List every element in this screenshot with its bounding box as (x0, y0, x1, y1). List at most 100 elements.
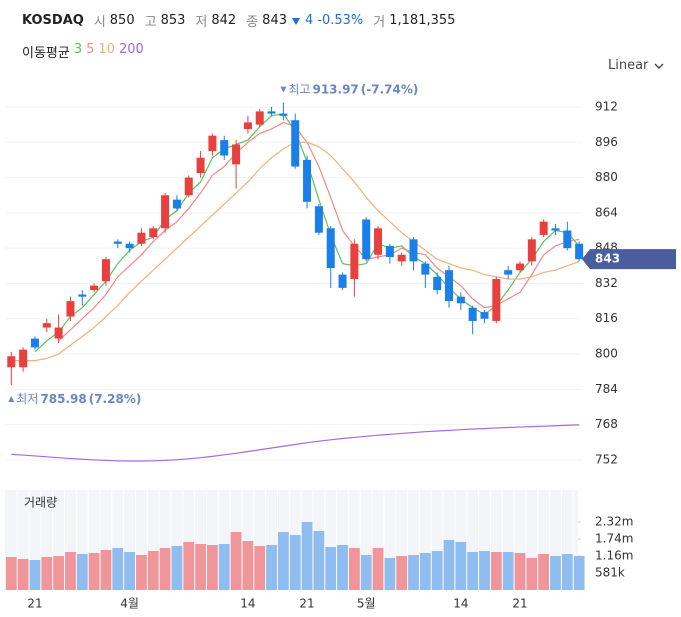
candle-body (137, 232, 146, 244)
candle-body (350, 243, 359, 280)
candle-body (480, 312, 489, 319)
volume-bar (112, 547, 124, 590)
volume-bar (147, 551, 159, 590)
candle-body (504, 270, 513, 275)
ma-line (11, 424, 580, 462)
note-arrow (280, 86, 287, 93)
volume-bar (550, 556, 561, 590)
label: 거 (373, 15, 386, 30)
candle-body (291, 120, 300, 167)
volume-bar (443, 540, 455, 590)
down-icon (292, 17, 300, 25)
low-annotation: 최저 785.98 (7.28%) (8, 391, 141, 405)
note-change: (-7.74%) (361, 82, 419, 96)
candle-body (374, 228, 383, 255)
candle-body (303, 159, 312, 202)
y-tick-label: 800 (595, 347, 618, 361)
candle-body (125, 243, 134, 249)
candle-body (149, 228, 158, 238)
candle-body (172, 199, 181, 209)
volume-bar (266, 545, 277, 590)
volume-bar (337, 545, 348, 590)
volume-bar (230, 532, 242, 590)
volume-bar (218, 544, 230, 590)
candle-body (551, 228, 560, 231)
note-value: 913.97 (312, 82, 358, 96)
candle-body (433, 276, 442, 291)
volume-bar (479, 551, 490, 590)
volume-bar (419, 552, 431, 590)
volume-bar (171, 545, 183, 590)
y-tick-label: 912 (595, 99, 618, 113)
volume-bar (207, 545, 218, 590)
volume-bar (53, 556, 65, 590)
header: KOSDAQ 시 850 고 853 저 842 종 843 4 -0.53% 거 1,18… (22, 11, 455, 30)
y-tick-label: 768 (595, 417, 618, 431)
volume-bar (100, 550, 112, 590)
volume-bar (490, 551, 502, 590)
value: 842 (211, 13, 237, 28)
note-text: 최저 785.98 (7.28%) (16, 391, 141, 405)
candle-body (279, 113, 288, 116)
volume-tick-label: 1.74m (595, 532, 633, 546)
ma-legend-item[interactable]: 3 (73, 42, 83, 57)
change: 4 (305, 13, 314, 28)
value: 843 (262, 13, 287, 28)
volume-bar (76, 554, 88, 590)
volume-bar (254, 545, 266, 590)
x-tick-label: 5월 (357, 597, 376, 611)
ma-legend-item[interactable]: 10 (98, 42, 115, 57)
candle-body (255, 111, 264, 125)
volume-bar (538, 554, 550, 590)
high-annotation: 최고 913.97 (-7.74%) (280, 82, 418, 96)
volume-bar (573, 556, 585, 590)
x-tick-label: 4월 (120, 597, 139, 611)
ma-legend-item[interactable]: 200 (118, 42, 144, 57)
note-value: 785.98 (40, 391, 86, 405)
volume-bar (455, 541, 467, 590)
candle-body (338, 274, 347, 288)
x-tick-label: 21 (299, 597, 314, 611)
volume-bar (502, 551, 514, 590)
volume-bar (431, 551, 443, 590)
candle-body (243, 122, 252, 130)
volume-bar (360, 555, 372, 590)
y-tick-label: 832 (595, 276, 618, 290)
note-label: 최저 (16, 391, 38, 405)
candle-body (409, 239, 418, 262)
candle-body (445, 270, 454, 302)
candle-body (184, 177, 193, 196)
y-tick-label: 784 (595, 382, 618, 396)
y-tick-label: 752 (595, 452, 618, 466)
candle-body (113, 241, 122, 244)
candle-body (7, 356, 16, 368)
scale-dropdown[interactable]: Linear (608, 58, 664, 73)
candle-body (385, 245, 394, 257)
candle-body (421, 263, 430, 275)
volume-bar (195, 544, 206, 590)
volume-bar (124, 551, 135, 590)
index-name: KOSDAQ (22, 13, 84, 28)
volume-bar (301, 522, 313, 590)
candle-body (208, 135, 217, 152)
volume-bar (372, 547, 384, 590)
label: 고 (144, 15, 157, 30)
label: 시 (93, 15, 106, 30)
volume-bar (29, 560, 41, 590)
volume-bar (408, 555, 419, 590)
note-text: 최고 913.97 (-7.74%) (288, 82, 418, 96)
value: 853 (160, 13, 186, 28)
volume-bar (277, 532, 289, 590)
value: 1,181,355 (389, 13, 456, 28)
label: 저 (195, 15, 208, 30)
candle-body (397, 254, 406, 262)
candle-body (54, 327, 63, 339)
ma-legend-item[interactable]: 5 (86, 42, 95, 57)
x-tick-label: 14 (240, 597, 255, 611)
volume-bar (526, 557, 538, 590)
note-arrow (8, 395, 15, 402)
note-change: (7.28%) (89, 391, 142, 405)
volume-tick-label: 1.16m (595, 549, 633, 563)
volume-bar (242, 540, 254, 590)
change-pct: -0.53% (317, 13, 364, 28)
